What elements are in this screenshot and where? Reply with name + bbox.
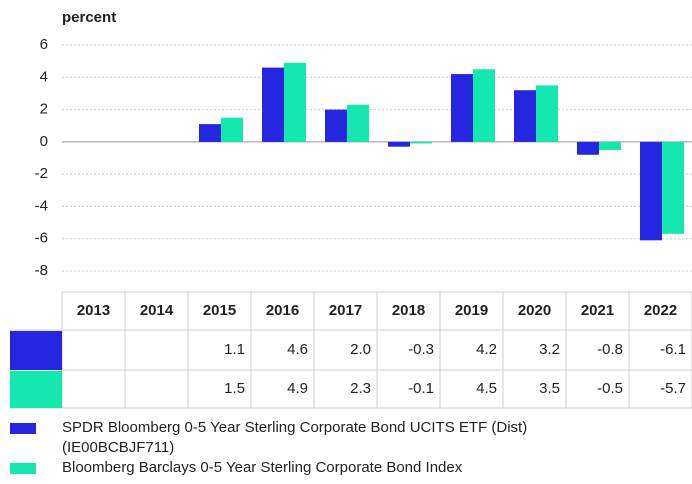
- table-cell: 2.0: [350, 341, 371, 358]
- legend-label: Bloomberg Barclays 0-5 Year Sterling Cor…: [62, 459, 463, 476]
- legend: SPDR Bloomberg 0-5 Year Sterling Corpora…: [10, 418, 680, 478]
- table-cell: -0.1: [408, 380, 434, 397]
- bar: [262, 67, 284, 142]
- row-swatch: [10, 331, 62, 370]
- row-swatch: [10, 371, 62, 408]
- table-cell: 3.5: [539, 380, 560, 397]
- table-cell: -0.8: [597, 341, 623, 358]
- x-tick-label: 2015: [203, 302, 236, 319]
- table-cell: 2.3: [350, 380, 371, 397]
- bar: [221, 117, 243, 142]
- table-cell: -0.5: [597, 380, 623, 397]
- x-tick-label: 2016: [266, 302, 299, 319]
- bar: [662, 141, 684, 234]
- legend-item: SPDR Bloomberg 0-5 Year Sterling Corpora…: [10, 418, 680, 458]
- x-tick-label: 2013: [77, 302, 110, 319]
- x-tick-label: 2014: [140, 302, 174, 319]
- bar: [599, 141, 621, 150]
- bar: [640, 141, 662, 241]
- y-tick-label: 6: [40, 36, 48, 53]
- table-cell: 4.2: [476, 341, 497, 358]
- bar: [199, 124, 221, 142]
- x-tick-label: 2020: [518, 302, 551, 319]
- y-tick-label: -8: [35, 262, 48, 279]
- table-cell: 4.6: [287, 341, 308, 358]
- table-cell: 1.5: [224, 380, 245, 397]
- table-cell: -5.7: [660, 380, 686, 397]
- table-cell: 4.9: [287, 380, 308, 397]
- y-tick-label: -2: [35, 165, 48, 182]
- bar: [388, 141, 410, 147]
- bar: [577, 141, 599, 155]
- legend-swatch: [10, 423, 36, 434]
- bar: [473, 69, 495, 142]
- table-cell: -6.1: [660, 341, 686, 358]
- bar: [514, 90, 536, 142]
- legend-label: SPDR Bloomberg 0-5 Year Sterling Corpora…: [62, 419, 528, 456]
- y-axis-label: percent: [62, 9, 116, 26]
- x-tick-label: 2022: [644, 302, 677, 319]
- table-cell: 4.5: [476, 380, 497, 397]
- legend-item: Bloomberg Barclays 0-5 Year Sterling Cor…: [10, 458, 680, 478]
- bar: [325, 109, 347, 142]
- legend-swatch: [10, 463, 36, 474]
- y-tick-label: -6: [35, 230, 48, 247]
- x-tick-label: 2021: [581, 302, 614, 319]
- bar: [284, 62, 306, 142]
- y-tick-label: -4: [35, 197, 48, 214]
- chart: percent -8 -6 -4 -2 0 2 4 6 2013 2014 2015 2016 2017…: [10, 9, 692, 409]
- y-tick-label: 4: [40, 68, 48, 85]
- x-tick-label: 2017: [329, 302, 362, 319]
- bar: [410, 141, 432, 144]
- bar: [536, 85, 558, 142]
- x-tick-label: 2019: [455, 302, 488, 319]
- bar: [451, 74, 473, 142]
- y-tick-label: 0: [40, 133, 48, 150]
- bar: [347, 104, 369, 142]
- table-cell: -0.3: [408, 341, 434, 358]
- x-tick-label: 2018: [392, 302, 425, 319]
- table-cell: 1.1: [224, 341, 245, 358]
- table-cell: 3.2: [539, 341, 560, 358]
- y-tick-label: 2: [40, 101, 48, 118]
